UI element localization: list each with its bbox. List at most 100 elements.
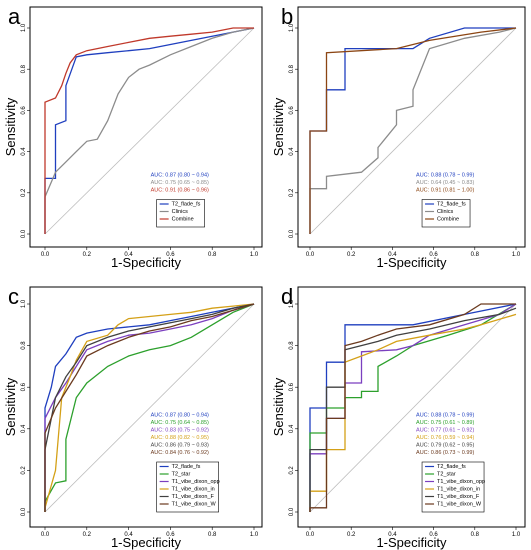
roc-curve-combine [309, 27, 517, 234]
roc-panel-b: b 0.0 0.0 0.2 0.2 0.4 0.4 0.6 0.6 0.8 0.8 1.0 1.0 1-S… [271, 4, 526, 270]
x-tick-label: 0.6 [166, 532, 175, 538]
y-tick-label: 1.0 [21, 23, 27, 32]
x-tick-label: 0.8 [208, 252, 217, 258]
x-tick-label: 0.2 [83, 252, 92, 258]
y-tick-label: 1.0 [21, 299, 27, 308]
legend-entry: T1_vibe_dixon_W [437, 502, 482, 508]
auc-label: AUC: 0.84 (0.76 ~ 0.92) [151, 450, 209, 456]
roc-curve-clinics [44, 27, 255, 234]
x-tick-label: 0.4 [124, 532, 133, 538]
auc-label: AUC: 0.91 (0.86 ~ 0.96) [151, 188, 209, 194]
auc-label: AUC: 0.75 (0.64 ~ 0.85) [151, 420, 209, 426]
roc-curve-t2-star [44, 303, 255, 512]
reference-diagonal [44, 27, 255, 235]
panel-letter: c [8, 284, 19, 309]
auc-label: AUC: 0.88 (0.82 ~ 0.95) [151, 435, 209, 441]
y-tick-label: 0.2 [289, 188, 295, 197]
auc-label: AUC: 0.87 (0.80 ~ 0.94) [151, 413, 209, 419]
y-tick-label: 0.6 [21, 382, 27, 391]
auc-label: AUC: 0.75 (0.61 ~ 0.89) [416, 420, 474, 426]
y-axis-title: Sensitivity [271, 377, 286, 436]
panel-frame [29, 286, 263, 528]
x-tick-label: 1.0 [250, 532, 259, 538]
x-tick-label: 0.8 [471, 532, 480, 538]
auc-label: AUC: 0.88 (0.78 ~ 0.99) [416, 173, 474, 179]
panel-frame [29, 6, 263, 248]
auc-label: AUC: 0.64 (0.45 ~ 0.83) [416, 180, 474, 186]
auc-label: AUC: 0.87 (0.80 ~ 0.94) [151, 173, 209, 179]
roc-curve-t2-flade-fs [44, 27, 255, 234]
x-axis-title: 1-Specificity [111, 535, 182, 550]
x-axis-title: 1-Specificity [376, 255, 447, 270]
x-tick-label: 0.2 [347, 252, 356, 258]
auc-label: AUC: 0.79 (0.62 ~ 0.95) [416, 443, 474, 449]
roc-curve-t1-vibe-dixon-w [44, 303, 255, 512]
legend-entry: T2_flade_fs [172, 202, 201, 208]
legend-entry: T2_flade_fs [437, 464, 466, 470]
y-tick-label: 0.4 [289, 424, 295, 433]
x-tick-label: 1.0 [512, 532, 521, 538]
x-tick-label: 1.0 [250, 252, 259, 258]
y-tick-label: 0.2 [21, 188, 27, 197]
x-tick-label: 0.4 [124, 252, 133, 258]
legend-entry: T1_vibe_dixon_F [437, 494, 480, 500]
y-tick-label: 1.0 [289, 299, 295, 308]
y-tick-label: 0.0 [21, 507, 27, 516]
legend-entry: T1_vibe_dixon_opp [172, 479, 220, 485]
legend-entry: T2_flade_fs [437, 202, 466, 208]
x-tick-label: 0.8 [208, 532, 217, 538]
reference-diagonal [309, 303, 517, 513]
x-axis-title: 1-Specificity [376, 535, 447, 550]
panel-letter: a [8, 4, 21, 29]
y-tick-label: 0.6 [289, 382, 295, 391]
y-tick-label: 0.6 [21, 106, 27, 115]
x-tick-label: 0.6 [429, 252, 438, 258]
x-tick-label: 0.2 [83, 532, 92, 538]
x-tick-label: 0.6 [166, 252, 175, 258]
reference-diagonal [44, 303, 255, 513]
x-tick-label: 0.0 [41, 252, 50, 258]
y-tick-label: 0.4 [289, 147, 295, 156]
legend-entry: T1_vibe_dixon_in [172, 487, 215, 493]
y-tick-label: 0.8 [289, 64, 295, 73]
x-tick-label: 1.0 [512, 252, 521, 258]
y-axis-title: Sensitivity [3, 377, 18, 436]
roc-curve-t1-vibe-dixon-in [309, 313, 517, 512]
auc-label: AUC: 0.88 (0.78 ~ 0.99) [416, 413, 474, 419]
auc-label: AUC: 0.75 (0.65 ~ 0.85) [151, 180, 209, 186]
x-tick-label: 0.0 [306, 252, 315, 258]
y-axis-title: Sensitivity [3, 97, 18, 156]
y-tick-label: 0.4 [21, 424, 27, 433]
auc-label: AUC: 0.86 (0.79 ~ 0.93) [151, 443, 209, 449]
roc-curve-combine [44, 27, 254, 234]
auc-label: AUC: 0.86 (0.73 ~ 0.99) [416, 450, 474, 456]
y-tick-label: 0.0 [289, 507, 295, 516]
roc-panel-a: a 0.0 0.0 0.2 0.2 0.4 0.4 0.6 0.6 0.8 0.8 1.0 1.0 1-S… [3, 4, 263, 270]
y-tick-label: 0.0 [289, 229, 295, 238]
roc-curve-t2-flade-fs [44, 303, 255, 512]
legend-entry: T2_star [172, 472, 191, 478]
roc-curve-t1-vibe-dixon-in [44, 303, 255, 512]
legend-entry: Combine [172, 217, 194, 223]
x-tick-label: 0.0 [41, 532, 50, 538]
legend-entry: T2_star [437, 472, 456, 478]
x-tick-label: 0.6 [429, 532, 438, 538]
x-axis-title: 1-Specificity [111, 255, 182, 270]
panel-letter: b [281, 4, 293, 29]
roc-curve-t1-vibe-dixon-f [44, 303, 255, 512]
legend-entry: T1_vibe_dixon_F [172, 494, 215, 500]
legend-entry: T1_vibe_dixon_opp [437, 479, 485, 485]
y-tick-label: 0.2 [21, 466, 27, 475]
auc-label: AUC: 0.77 (0.61 ~ 0.92) [416, 428, 474, 434]
legend-entry: T1_vibe_dixon_W [172, 502, 217, 508]
y-tick-label: 0.8 [21, 64, 27, 73]
reference-diagonal [309, 27, 517, 235]
legend-entry: T1_vibe_dixon_in [437, 487, 480, 493]
legend-entry: Clinics [172, 209, 188, 215]
y-tick-label: 0.8 [289, 341, 295, 350]
y-tick-label: 0.6 [289, 106, 295, 115]
legend-entry: Combine [437, 217, 459, 223]
roc-curve-t1-vibe-dixon-f [309, 307, 517, 512]
y-tick-label: 0.0 [21, 229, 27, 238]
panel-frame [297, 6, 526, 248]
